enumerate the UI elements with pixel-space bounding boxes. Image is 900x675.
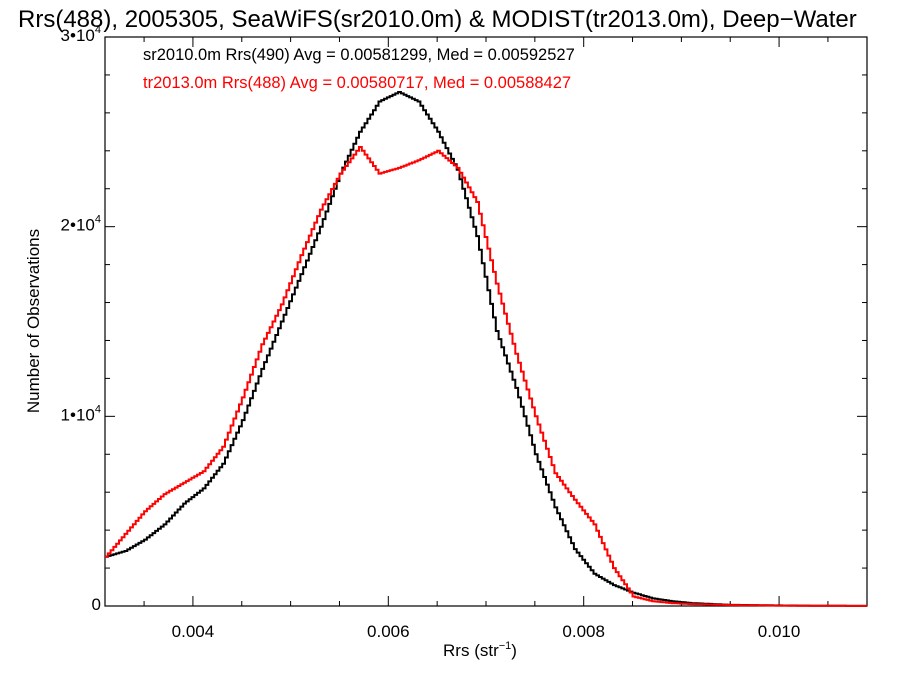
x-axis-label: Rrs (str−1) <box>443 640 517 660</box>
legend-entry-1: sr2010.0m Rrs(490) Avg = 0.00581299, Med… <box>143 46 575 64</box>
axis-ticks <box>105 36 867 607</box>
plot-area-frame <box>104 36 868 607</box>
series-line-2 <box>105 146 867 607</box>
y-tick-labels: 0 1•104 2•104 3•104 <box>61 24 101 614</box>
x-tick-label: 0.006 <box>367 622 410 641</box>
y-tick-label: 1•104 <box>61 403 101 424</box>
y-tick-label: 3•104 <box>61 24 101 45</box>
series-group <box>105 91 867 607</box>
legend: sr2010.0m Rrs(490) Avg = 0.00581299, Med… <box>143 46 575 92</box>
x-tick-label: 0.008 <box>562 622 605 641</box>
legend-entry-2: tr2013.0m Rrs(488) Avg = 0.00580717, Med… <box>143 74 571 92</box>
y-axis-label: Number of Observations <box>24 229 43 413</box>
y-tick-label: 0 <box>92 595 101 614</box>
x-tick-label: 0.010 <box>758 622 801 641</box>
chart-title: Rrs(488), 2005305, SeaWiFS(sr2010.0m) & … <box>18 6 857 33</box>
y-tick-label: 2•104 <box>61 214 101 235</box>
x-tick-label: 0.004 <box>172 622 215 641</box>
x-tick-labels: 0.004 0.006 0.008 0.010 <box>172 622 801 641</box>
series-line-1 <box>105 91 867 607</box>
